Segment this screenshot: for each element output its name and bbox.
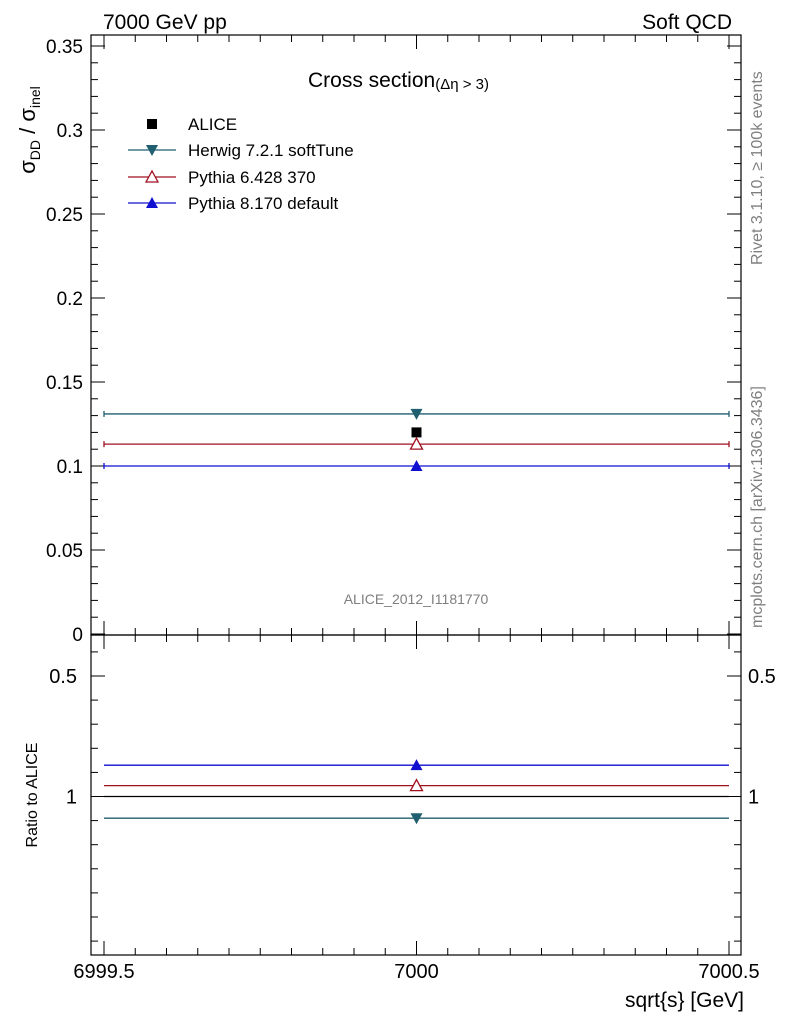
main-y-label: σDD / σinel (15, 86, 43, 174)
analysis-id: ALICE_2012_I1181770 (344, 591, 489, 607)
x-tick-label: 6999.5 (73, 961, 134, 983)
ratio-y-tick-label-right: 1 (748, 787, 759, 809)
main-title: Cross section(Δη > 3) (308, 69, 489, 93)
ratio-y-label: Ratio to ALICE (24, 743, 41, 848)
legend-label-alice: ALICE (188, 115, 237, 134)
x-axis-label: sqrt{s} [GeV] (625, 989, 744, 1012)
ratio-y-tick-label: 0.5 (49, 666, 77, 688)
main-point-herwig (410, 408, 423, 420)
x-tick-label: 7000 (394, 961, 439, 983)
x-tick-label: 7000.5 (698, 961, 759, 983)
ratio-y-tick-label-right: 0.5 (748, 666, 776, 688)
x-axis: 6999.5 7000 7000.5 (73, 35, 760, 983)
rivet-version: Rivet 3.1.10, ≥ 100k events (749, 71, 766, 265)
ratio-point-herwig (410, 813, 423, 825)
main-y-tick-label: 0.05 (46, 541, 83, 562)
main-y-tick-label: 0.25 (46, 205, 83, 226)
legend-marker-pythia6 (144, 169, 160, 183)
ratio-point-pythia6 (409, 778, 424, 792)
ratio-series (104, 759, 729, 825)
main-series (103, 408, 730, 471)
legend-label-herwig: Herwig 7.2.1 softTune (188, 141, 354, 160)
main-y-tick-label: 0.15 (46, 373, 83, 394)
main-y-tick-label: 0 (72, 625, 83, 646)
main-point-pythia6 (409, 436, 424, 450)
legend-marker-alice (147, 119, 157, 129)
main-y-tick-label: 0.3 (57, 121, 83, 142)
header-right: Soft QCD (642, 11, 732, 34)
ratio-frame (90, 634, 742, 956)
legend-marker-herwig (146, 145, 158, 156)
main-point-alice (411, 427, 422, 438)
legend: ALICE Herwig 7.2.1 softTune Pythia 6.428 3… (128, 115, 354, 213)
main-y-tick-label: 0.2 (57, 289, 83, 310)
mcplots-reference: mcplots.cern.ch [arXiv:1306.3436] (749, 386, 766, 628)
ratio-y-tick-label: 1 (66, 787, 77, 809)
header-left: 7000 GeV pp (103, 11, 227, 34)
legend-label-pythia8: Pythia 8.170 default (188, 194, 339, 213)
legend-label-pythia6: Pythia 6.428 370 (188, 168, 316, 187)
ratio-point-pythia8 (410, 759, 423, 771)
main-y-axis: 0 0.05 0.1 0.15 0.2 0.25 0.3 0.35 (46, 37, 741, 646)
ratio-y-axis: 0.50.51122 (49, 651, 776, 942)
main-y-tick-label: 0.1 (57, 457, 83, 478)
main-point-pythia8 (410, 460, 423, 471)
legend-marker-pythia8 (146, 197, 158, 208)
main-y-tick-label: 0.35 (46, 37, 83, 58)
svg-text:σDD / σinel: σDD / σinel (15, 86, 43, 174)
